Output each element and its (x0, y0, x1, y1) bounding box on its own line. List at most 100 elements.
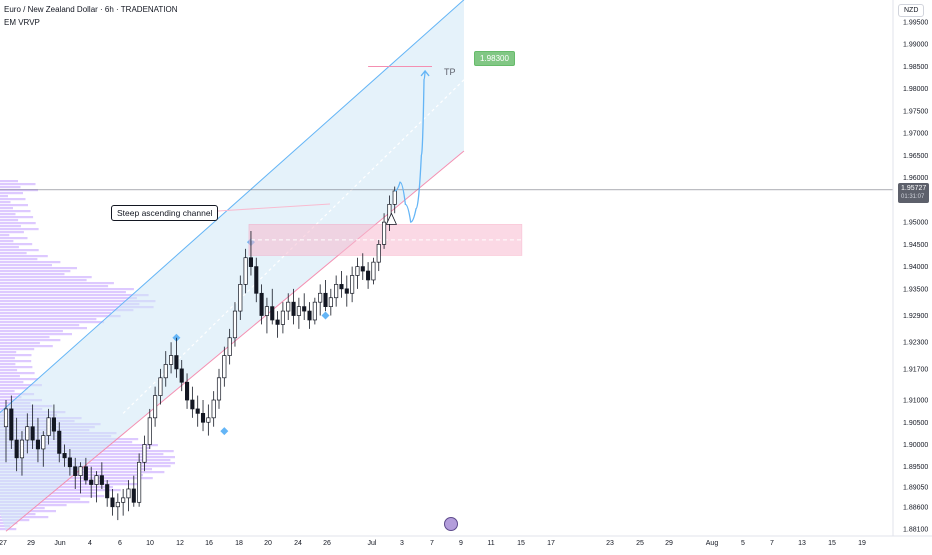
price-tick-label: 1.98500 (903, 64, 928, 71)
volume-profile-bar (0, 363, 16, 366)
time-tick-label: Jun (54, 540, 65, 547)
projection-arrowhead (420, 69, 430, 77)
channel-touch-marker[interactable] (321, 311, 330, 320)
symbol-title[interactable]: Euro / New Zealand Dollar · 6h · TRADENA… (4, 5, 178, 14)
candle-body (57, 430, 62, 454)
time-tick-label: 12 (176, 540, 184, 547)
volume-profile-bar (0, 234, 10, 237)
volume-profile-bar (0, 357, 15, 360)
candle-body (275, 319, 280, 325)
volume-profile-bar (0, 264, 52, 267)
volume-profile-bar (0, 339, 61, 342)
time-tick-label: 10 (146, 540, 154, 547)
price-tick-label: 1.90500 (903, 420, 928, 427)
volume-profile-bar (0, 327, 87, 330)
candle-body (360, 266, 365, 272)
volume-profile-bar (0, 381, 24, 384)
candle-body (110, 497, 115, 508)
volume-profile-bar (0, 261, 61, 264)
volume-profile-bar (0, 369, 18, 372)
candle-body (131, 488, 136, 503)
volume-profile-bar (0, 240, 14, 243)
candle-body (243, 257, 248, 285)
candle-body (190, 399, 195, 410)
volume-profile-bar (0, 279, 87, 282)
price-tick-label: 1.97500 (903, 108, 928, 115)
volume-profile-bar (0, 315, 121, 318)
candle-body (254, 266, 259, 294)
time-tick-label: 6 (118, 540, 122, 547)
volume-profile-bar (0, 351, 17, 354)
volume-profile-bar (0, 336, 50, 339)
indicator-label[interactable]: EM VRVP (4, 18, 40, 27)
price-tick-label: 1.88600 (903, 504, 928, 511)
candle-body (115, 501, 120, 508)
channel-upper-line[interactable] (0, 0, 465, 436)
volume-profile-bar (0, 222, 36, 225)
candle-body (291, 301, 296, 316)
volume-profile-bar (0, 189, 38, 192)
candle-body (280, 310, 285, 325)
currency-button[interactable]: NZD (898, 4, 925, 17)
volume-profile-bar (0, 291, 126, 294)
volume-profile-bar (0, 180, 18, 183)
projection-curve[interactable] (394, 70, 426, 223)
volume-profile-bar (0, 372, 35, 375)
volume-profile-bar (0, 297, 137, 300)
candle-body (350, 275, 355, 294)
volume-profile-bar (0, 246, 19, 249)
volume-profile-bar (0, 204, 28, 207)
volume-profile-bar (0, 360, 32, 363)
candle-body (51, 417, 56, 432)
candle-body (185, 381, 190, 401)
candle-body (334, 284, 339, 299)
candle-body (105, 484, 110, 499)
candle-body (318, 292, 323, 303)
time-tick-label: 3 (400, 540, 404, 547)
last-price-countdown: 01:31:07 (901, 194, 925, 200)
candle-body (371, 261, 376, 281)
time-tick-label: 13 (798, 540, 806, 547)
candle-body (248, 257, 254, 267)
volume-profile-bar (0, 318, 97, 321)
projection-path[interactable] (368, 65, 432, 225)
price-tick-label: 1.93500 (903, 286, 928, 293)
channel-touch-marker[interactable] (220, 427, 229, 436)
volume-profile-bar (0, 201, 11, 204)
volume-profile-bar (0, 384, 42, 387)
last-price-value: 1.95727 (901, 185, 927, 192)
volume-profile-bar (0, 258, 38, 261)
channel-annotation[interactable]: Steep ascending channel (111, 205, 219, 221)
volume-profile-bar (0, 243, 33, 246)
time-tick-label: 15 (517, 540, 525, 547)
candle-body (46, 417, 51, 436)
time-axis[interactable]: 27 29 Jun 4 6 10 12 16 18 20 24 26 Jul 3 7 9 11 15 17 23 25 2… (0, 535, 932, 547)
time-tick-label: 26 (323, 540, 331, 547)
candle-body (216, 377, 222, 401)
volume-profile-bar (0, 303, 140, 306)
volume-profile-bar (0, 195, 8, 198)
candle-body (30, 426, 35, 441)
time-tick-label: 18 (235, 540, 243, 547)
volume-profile-bar (0, 294, 149, 297)
tradingview-logo-icon[interactable] (444, 517, 458, 531)
candle-body (328, 297, 333, 307)
candle-body (264, 306, 269, 316)
price-tick-label: 1.94000 (903, 264, 928, 271)
volume-profile-bar (0, 309, 134, 312)
candle-body (323, 292, 328, 307)
candle-body (270, 306, 275, 321)
volume-profile-bar (0, 330, 63, 333)
price-tick-label: 1.99500 (903, 20, 928, 27)
target-price-badge[interactable]: 1.98300 (474, 51, 515, 66)
volume-profile-bar (0, 192, 23, 195)
volume-profile-bar (0, 288, 134, 291)
volume-profile-bar (0, 249, 39, 252)
candle-body (3, 408, 9, 428)
volume-profile-bar (0, 207, 13, 210)
price-tick-label: 1.95000 (903, 220, 928, 227)
time-tick-label: 23 (606, 540, 614, 547)
candle-body (211, 399, 216, 419)
candle-body (35, 439, 41, 450)
